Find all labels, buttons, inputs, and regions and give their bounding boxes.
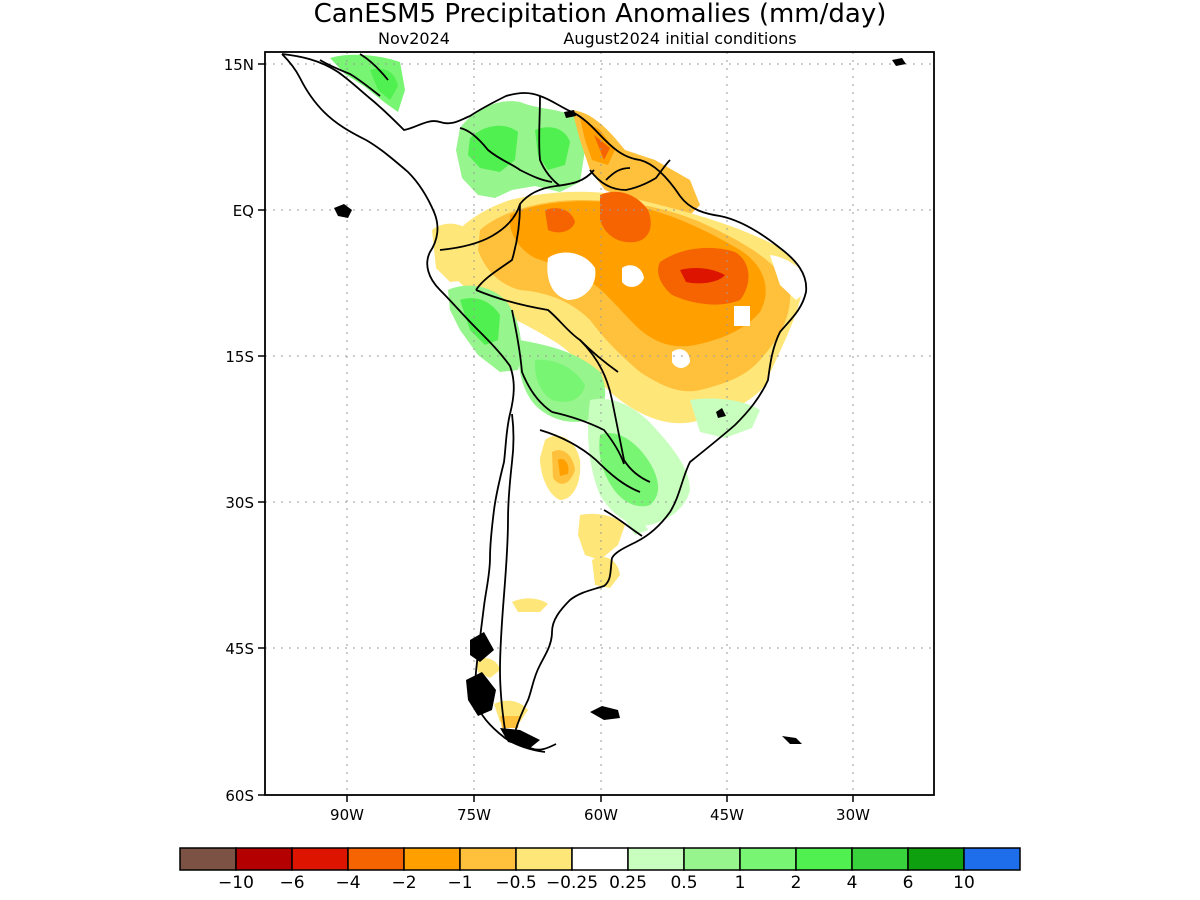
islands bbox=[334, 58, 906, 748]
colorbar-tick-label: −2 bbox=[391, 873, 416, 893]
lon-label-60w: 60W bbox=[584, 806, 618, 824]
colorbar-swatch bbox=[515, 847, 573, 871]
colorbar-swatch bbox=[907, 847, 965, 871]
colorbar-tick-label: −6 bbox=[279, 873, 304, 893]
colorbar bbox=[179, 847, 1021, 871]
lon-label-90w: 90W bbox=[330, 806, 364, 824]
lon-label-75w: 75W bbox=[457, 806, 491, 824]
lat-label-45s: 45S bbox=[225, 640, 254, 658]
colorbar-swatch bbox=[795, 847, 853, 871]
longitude-labels: 90W 75W 60W 45W 30W bbox=[330, 806, 870, 824]
colorbar-tick-label: 10 bbox=[953, 873, 975, 893]
colorbar-swatch bbox=[683, 847, 741, 871]
lat-label-15n: 15N bbox=[224, 56, 254, 74]
colorbar-swatch bbox=[571, 847, 629, 871]
latitude-labels: 15N EQ 15S 30S 45S 60S bbox=[224, 56, 254, 805]
colorbar-swatch bbox=[403, 847, 461, 871]
map-subtitle-month: Nov2024 bbox=[378, 29, 450, 48]
colorbar-tick-label: 0.25 bbox=[609, 873, 647, 893]
colorbar-tick-label: 2 bbox=[791, 873, 802, 893]
colorbar-tick-label: 4 bbox=[847, 873, 858, 893]
colorbar-swatch bbox=[739, 847, 797, 871]
colorbar-swatch bbox=[291, 847, 349, 871]
axis-tick-marks bbox=[258, 63, 854, 802]
colorbar-swatch bbox=[851, 847, 909, 871]
colorbar-swatch bbox=[459, 847, 517, 871]
map-title: CanESM5 Precipitation Anomalies (mm/day) bbox=[314, 0, 887, 29]
colorbar-tick-label: −0.25 bbox=[546, 873, 598, 893]
lat-label-15s: 15S bbox=[225, 348, 254, 366]
colorbar-swatch bbox=[347, 847, 405, 871]
colorbar-tick-label: −4 bbox=[335, 873, 360, 893]
map-area: 15N EQ 15S 30S 45S 60S 90W 75W 60W 45W 3… bbox=[224, 51, 935, 824]
colorbar-tick-label: 1 bbox=[735, 873, 746, 893]
lat-label-60s: 60S bbox=[225, 787, 254, 805]
colorbar-tick-label: −10 bbox=[218, 873, 254, 893]
colorbar-swatch bbox=[963, 847, 1021, 871]
colorbar-swatch bbox=[627, 847, 685, 871]
map-frame bbox=[264, 51, 935, 796]
colorbar-labels: −10 −6 −4 −2 −1 −0.5 −0.25 0.25 0.5 1 2 4 6 10 bbox=[218, 873, 975, 893]
lon-label-45w: 45W bbox=[710, 806, 744, 824]
lat-label-eq: EQ bbox=[233, 202, 254, 220]
lon-label-30w: 30W bbox=[836, 806, 870, 824]
lat-label-30s: 30S bbox=[225, 494, 254, 512]
colorbar-tick-label: 0.5 bbox=[670, 873, 697, 893]
map-subtitle-initial-conditions: August2024 initial conditions bbox=[563, 29, 796, 48]
colorbar-swatch bbox=[179, 847, 237, 871]
colorbar-tick-label: −1 bbox=[447, 873, 472, 893]
colorbar-swatch bbox=[235, 847, 293, 871]
colorbar-tick-label: −0.5 bbox=[495, 873, 536, 893]
anomaly-shading bbox=[330, 54, 807, 728]
colorbar-tick-label: 6 bbox=[903, 873, 914, 893]
